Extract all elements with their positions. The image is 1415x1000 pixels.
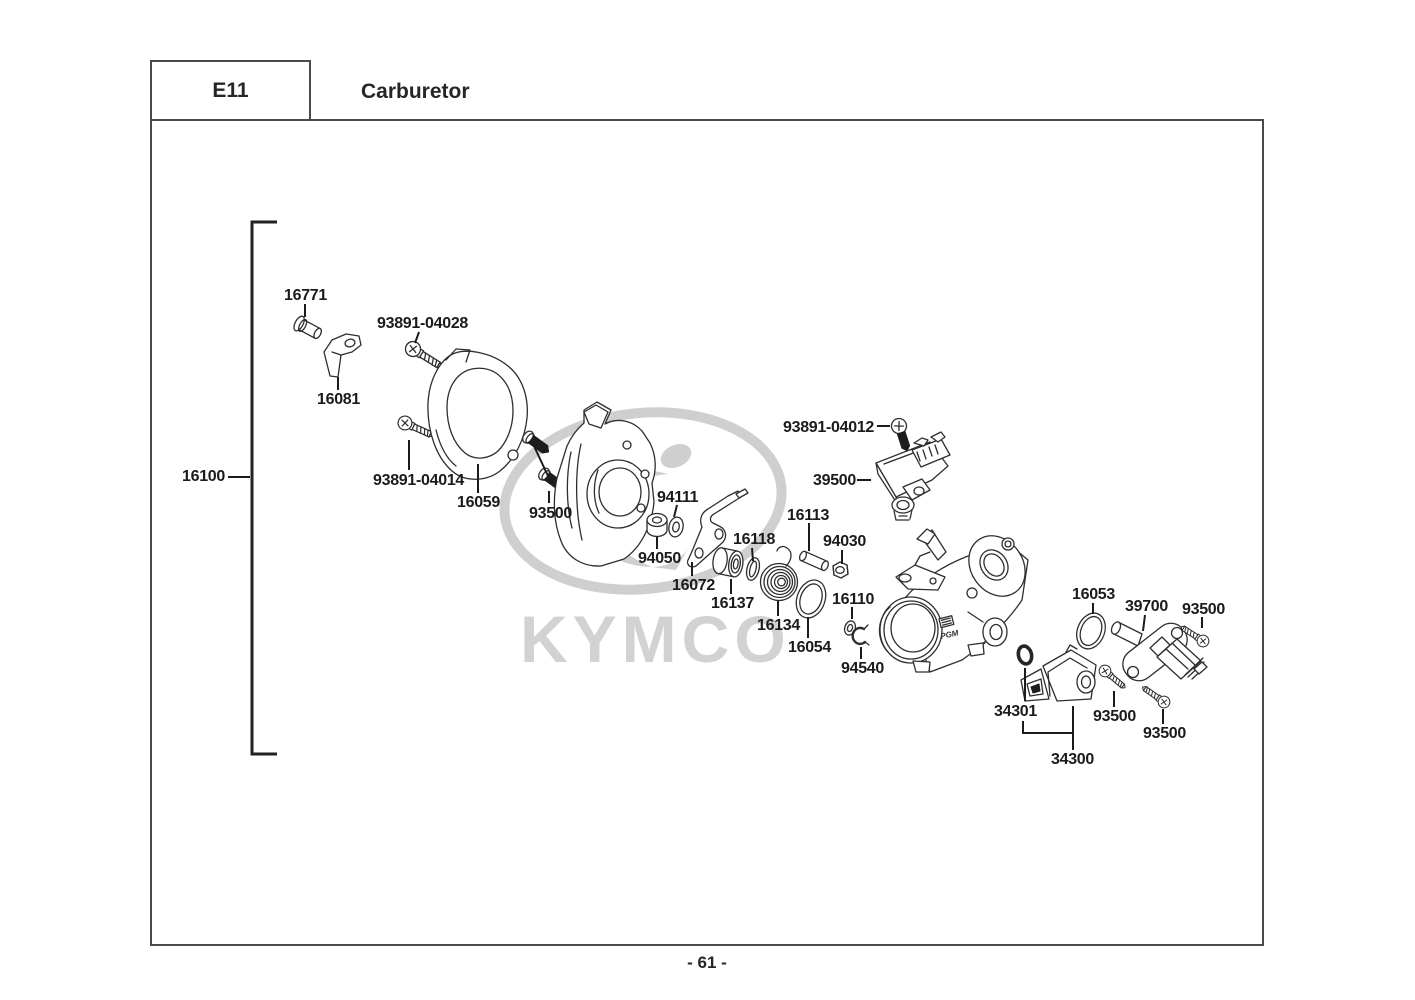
watermark-text: KYMCO <box>520 602 791 676</box>
callout-94111: 94111 <box>657 489 699 506</box>
callout-94540: 94540 <box>841 660 884 677</box>
part-16054-oring <box>795 579 827 619</box>
logo-mark-icon <box>660 444 692 468</box>
part-94030-nut <box>832 561 849 579</box>
part-16771-pin <box>293 315 323 340</box>
part-throttle-body: PGM <box>878 528 1029 673</box>
part-16137-bushing <box>712 547 744 578</box>
part-93891-04012-screw <box>890 417 911 452</box>
kymco-watermark: KYMCO <box>499 407 791 676</box>
body-marking: PGM <box>940 628 960 641</box>
part-34300-tps-sensor <box>1020 644 1097 702</box>
callout-16110: 16110 <box>832 591 875 608</box>
callout-16053: 16053 <box>1072 586 1115 603</box>
part-93500-screw-c <box>1138 681 1173 711</box>
part-16053-oring <box>1076 612 1106 650</box>
callout-16100-group: 16100 <box>182 468 225 485</box>
part-16081-bracket <box>323 333 362 378</box>
callout-16054: 16054 <box>788 639 831 656</box>
part-94050-collar <box>646 512 668 538</box>
callout-34301: 34301 <box>994 703 1037 720</box>
callout-94050: 94050 <box>638 550 681 567</box>
page-number: - 61 - <box>687 953 727 972</box>
callout-93500-right-mid: 93500 <box>1093 708 1136 725</box>
page-title: Carburetor <box>361 80 470 103</box>
callout-34300: 34300 <box>1051 751 1094 768</box>
section-code-box: E11 <box>150 60 311 121</box>
callout-16771: 16771 <box>284 287 327 304</box>
group-bracket <box>228 220 277 756</box>
part-16059-cover <box>427 348 528 480</box>
callout-16059: 16059 <box>457 494 500 511</box>
part-16072-lever <box>686 488 749 568</box>
section-code: E11 <box>212 78 249 102</box>
part-39500-map-sensor <box>875 431 951 521</box>
part-throttle-linkage-housing <box>553 401 656 567</box>
callout-93500-center: 93500 <box>529 505 572 522</box>
callout-94030: 94030 <box>823 533 866 550</box>
callout-93891-04012: 93891-04012 <box>783 419 875 436</box>
callout-16137: 16137 <box>711 595 754 612</box>
callout-16113: 16113 <box>787 507 830 524</box>
part-94540-clip <box>851 624 870 646</box>
callout-16072: 16072 <box>672 577 715 594</box>
part-93500-bolts <box>519 428 570 495</box>
part-16134-spring <box>759 545 799 602</box>
part-16110-washer <box>843 620 857 636</box>
part-34301-oring <box>1016 644 1034 666</box>
callout-93891-04028: 93891-04028 <box>377 315 469 332</box>
callout-93500-right-bottom: 93500 <box>1143 725 1186 742</box>
callout-39500: 39500 <box>813 472 856 489</box>
callout-16081: 16081 <box>317 391 360 408</box>
callout-39700: 39700 <box>1125 598 1168 615</box>
callout-16118: 16118 <box>733 531 776 548</box>
callout-16134: 16134 <box>757 617 800 634</box>
leader-lines <box>304 304 1203 750</box>
part-16118-ring <box>745 557 761 581</box>
part-94111-washer <box>668 516 684 538</box>
callout-93891-04014: 93891-04014 <box>373 472 465 489</box>
part-39700-idle-valve <box>1110 621 1208 682</box>
part-16113-pin <box>798 550 829 572</box>
callout-93500-right-top: 93500 <box>1182 601 1225 618</box>
